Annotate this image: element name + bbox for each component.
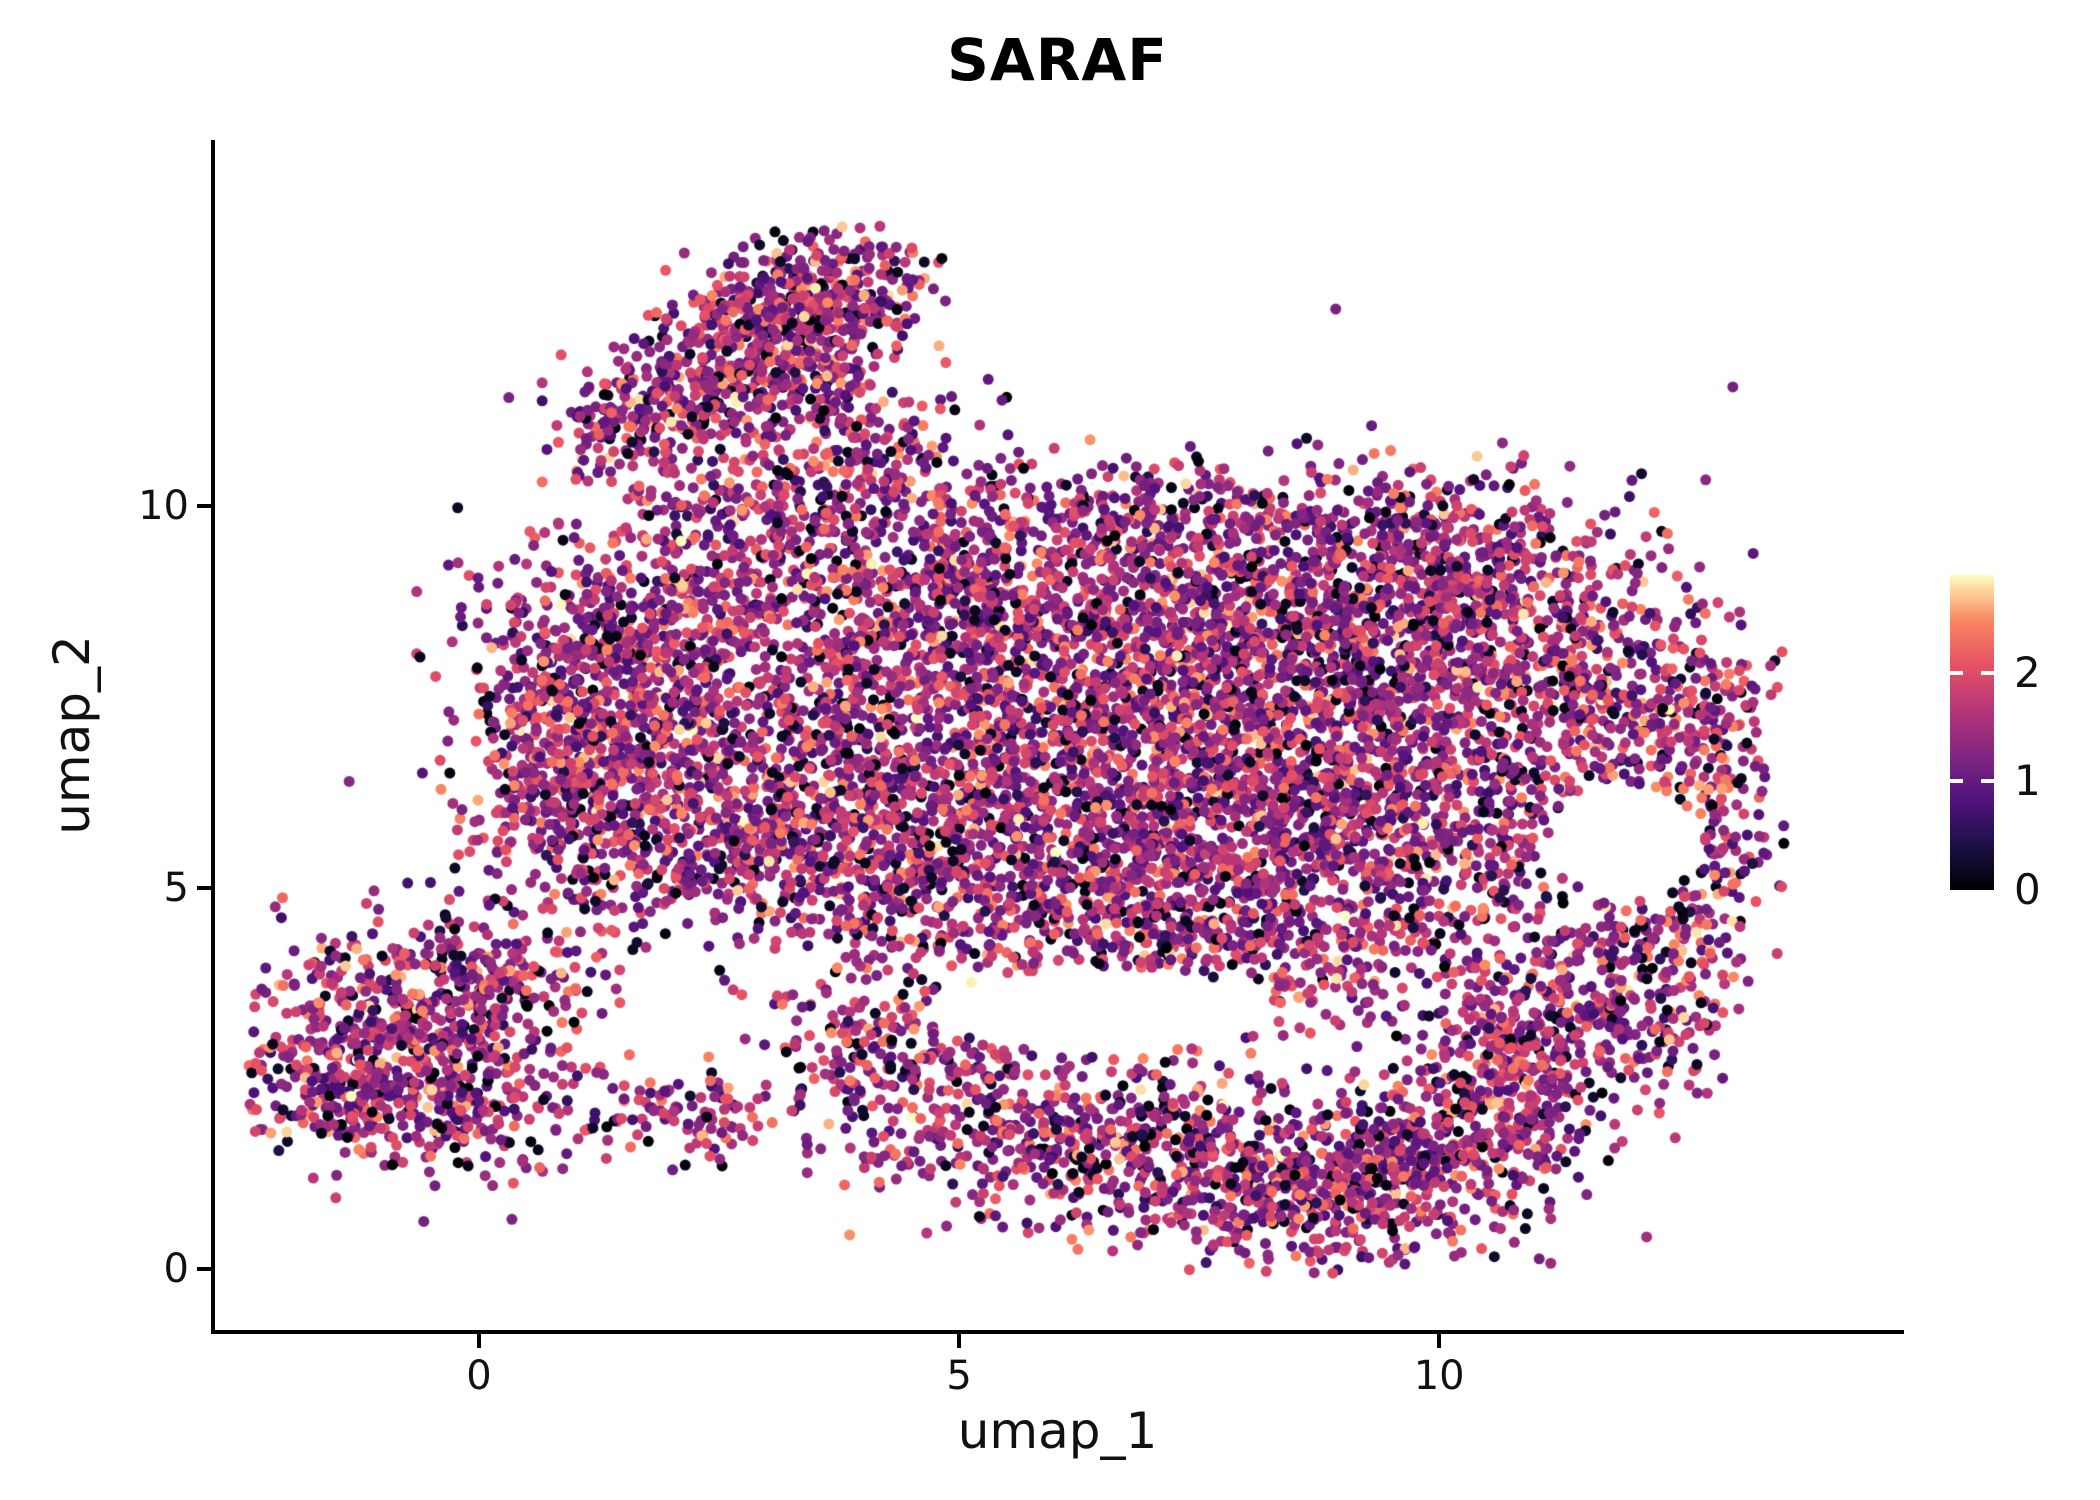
colorbar: 0 1 2 (1950, 575, 2100, 930)
y-axis-tick (197, 1266, 211, 1271)
x-tick-label: 10 (1413, 1353, 1465, 1399)
x-axis-tick (1437, 1334, 1442, 1348)
y-axis-tick (197, 885, 211, 890)
plot-title: SARAF (947, 26, 1168, 94)
y-axis-label: umap_2 (43, 635, 101, 835)
colorbar-tick-label: 0 (2014, 865, 2041, 914)
y-tick-label: 5 (163, 864, 189, 911)
y-tick-label: 0 (163, 1245, 189, 1292)
x-tick-label: 5 (946, 1353, 972, 1399)
colorbar-tick-label: 2 (2014, 647, 2041, 697)
x-axis-tick (477, 1334, 482, 1348)
colorbar-gradient (1950, 575, 1994, 890)
colorbar-tick (1950, 670, 1963, 675)
y-tick-label: 10 (138, 483, 189, 530)
x-axis-tick (957, 1334, 962, 1348)
colorbar-tick (1981, 779, 1994, 784)
y-axis-line (211, 140, 215, 1334)
colorbar-tick-label: 1 (2014, 756, 2041, 806)
y-axis-tick (197, 504, 211, 509)
x-tick-label: 0 (466, 1353, 492, 1399)
colorbar-tick (1950, 779, 1963, 784)
colorbar-tick (1981, 670, 1994, 675)
x-axis-label: umap_1 (957, 1402, 1158, 1460)
scatter-canvas (215, 140, 1900, 1330)
x-axis-line (211, 1330, 1904, 1334)
